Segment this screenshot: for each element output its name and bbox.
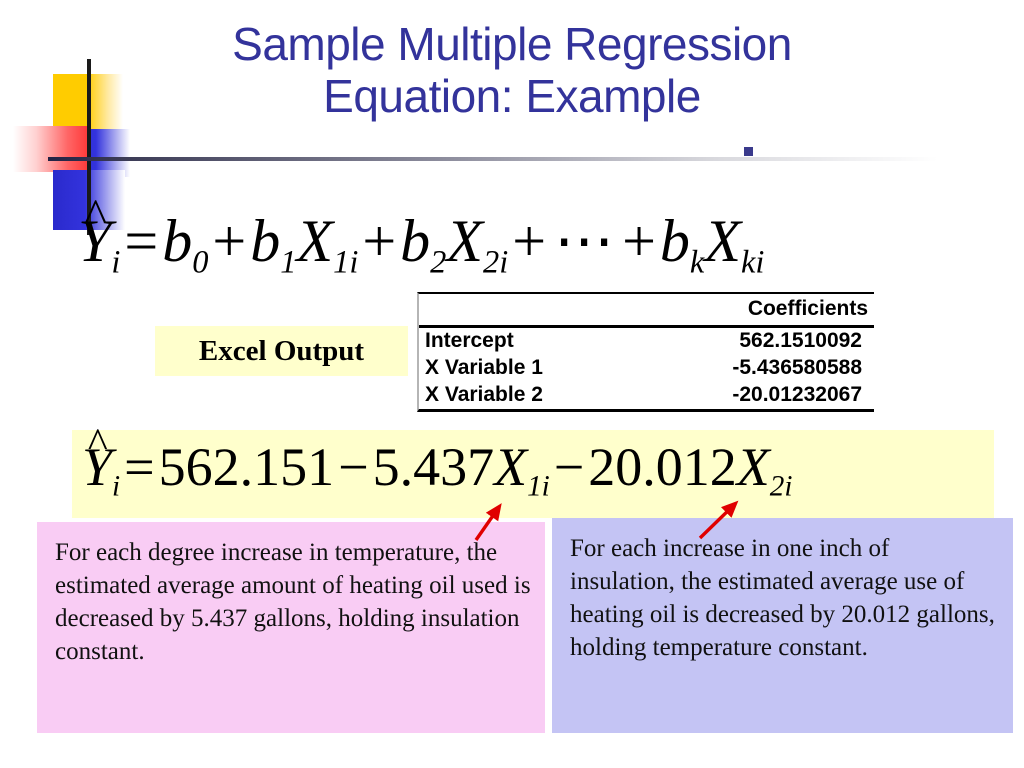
explanation-text-insulation: For each increase in one inch of insulat…: [570, 535, 995, 661]
general-regression-equation: ^ Yi=b0+b1X1i+b2X2i+ ⋯ +bkXki: [78, 189, 765, 281]
title-divider-line: [48, 157, 938, 161]
fitted-regression-equation: ^ Yi=562.151−5.437X1i−20.012X2i: [82, 420, 793, 503]
coefficients-table: Coefficients Intercept 562.1510092 X Var…: [417, 292, 874, 412]
fitted-equation-band: ^ Yi=562.151−5.437X1i−20.012X2i: [72, 420, 994, 518]
y-hat-symbol: ^ Y: [82, 420, 113, 497]
table-row: X Variable 2 -20.01232067: [419, 382, 874, 409]
explanation-box-insulation: For each increase in one inch of insulat…: [552, 518, 1013, 733]
row-label-x-variable-1: X Variable 1: [425, 356, 543, 379]
table-row: Intercept 562.1510092: [419, 327, 874, 356]
row-label-intercept: Intercept: [425, 329, 514, 352]
row-value-intercept: 562.1510092: [739, 329, 862, 352]
table-row: X Variable 1 -5.436580588: [419, 355, 874, 382]
decorative-logo-mark: [0, 50, 190, 235]
logo-vertical-line: [87, 59, 91, 235]
row-label-x-variable-2: X Variable 2: [425, 383, 543, 406]
column-header-coefficients: Coefficients: [628, 294, 874, 328]
column-header-term: [419, 294, 629, 328]
page-title: Sample Multiple Regression Equation: Exa…: [232, 18, 792, 122]
logo-red-rectangle: [13, 126, 91, 172]
table-header-row: Coefficients: [419, 294, 874, 328]
logo-accent-dot: [744, 147, 753, 156]
excel-output-label: Excel Output: [155, 326, 408, 376]
explanation-text-temperature: For each degree increase in temperature,…: [55, 539, 531, 665]
row-value-x-variable-1: -5.436580588: [732, 356, 862, 379]
explanation-box-temperature: For each degree increase in temperature,…: [37, 522, 545, 733]
y-hat-symbol: ^ Y: [78, 189, 112, 274]
row-value-x-variable-2: -20.01232067: [732, 383, 862, 406]
